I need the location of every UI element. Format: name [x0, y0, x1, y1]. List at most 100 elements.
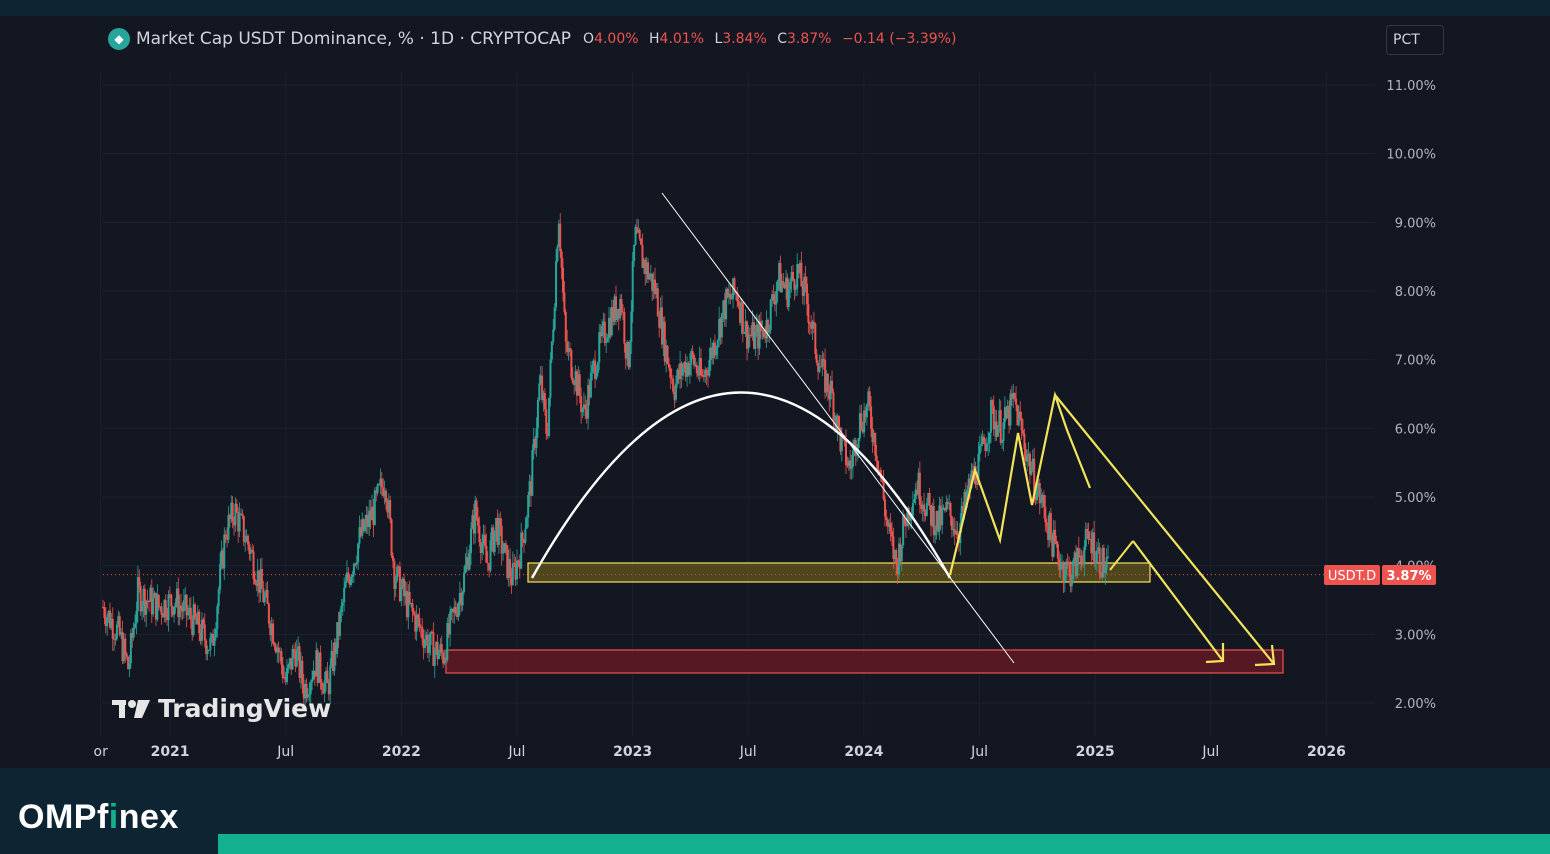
candles: [102, 213, 1110, 707]
candle-body: [881, 478, 884, 482]
candle-body: [1005, 407, 1008, 419]
candle-body: [1061, 562, 1064, 565]
candle-body: [117, 616, 120, 625]
candle-body: [1008, 405, 1011, 426]
candle-body: [1101, 548, 1104, 578]
candle-body: [488, 563, 491, 571]
candle-body: [930, 505, 933, 526]
candle-body: [340, 605, 343, 613]
candle-body: [457, 603, 460, 618]
candle-body: [482, 534, 485, 544]
candle-body: [1033, 458, 1036, 497]
candle-body: [818, 366, 821, 372]
candle-body: [570, 350, 573, 378]
candle-body: [372, 506, 375, 525]
candle-body: [649, 273, 652, 277]
candle-body: [867, 391, 870, 405]
candle-body: [942, 507, 945, 509]
candle-body: [1055, 541, 1058, 545]
candle-body: [839, 427, 842, 452]
candle-body: [302, 683, 305, 699]
candle-body: [350, 576, 353, 585]
x-tick-label: Jul: [508, 744, 526, 760]
candle-body: [761, 329, 764, 332]
candle-body: [507, 559, 510, 578]
candle-body: [200, 619, 203, 641]
candle-body: [234, 503, 237, 526]
candle-body: [1069, 564, 1072, 587]
candle-body: [801, 286, 804, 296]
candle-body: [587, 385, 590, 419]
tradingview-logo-icon: [112, 699, 150, 718]
candle-body: [591, 365, 594, 373]
candle-body: [481, 543, 484, 554]
candle-body: [295, 649, 298, 667]
candle-body: [660, 307, 663, 345]
candle-body: [849, 460, 852, 469]
candle-body: [336, 622, 339, 654]
candle-body: [755, 324, 758, 333]
candle-body: [206, 650, 209, 655]
candle-body: [911, 502, 914, 516]
candle-body: [814, 323, 817, 355]
candle-body: [150, 587, 153, 615]
candle-body: [740, 302, 743, 323]
candle-body: [368, 510, 371, 528]
candle-body: [803, 276, 806, 296]
candle-body: [286, 667, 289, 683]
candle-body: [125, 653, 128, 657]
candle-body: [577, 374, 580, 396]
y-tick-label: 3.00%: [1395, 628, 1436, 643]
candle-body: [614, 296, 617, 320]
candle-body: [246, 535, 249, 545]
candle-body: [906, 507, 909, 527]
candle-body: [713, 342, 716, 356]
candle-body: [348, 578, 351, 585]
candle-body: [1045, 522, 1048, 527]
candle-body: [709, 347, 712, 361]
candle-body: [634, 226, 637, 245]
candle-body: [311, 679, 314, 683]
candle-body: [270, 623, 273, 636]
candle-body: [673, 391, 676, 400]
candle-body: [694, 364, 697, 366]
candle-body: [829, 380, 832, 400]
candle-body: [475, 500, 478, 519]
candle-body: [978, 445, 981, 454]
candle-body: [115, 624, 118, 639]
candle-body: [687, 363, 690, 376]
x-tick-label: 2026: [1307, 744, 1346, 760]
candle-body: [265, 589, 268, 597]
candle-body: [988, 432, 991, 443]
candle-body: [145, 600, 148, 615]
candle-body: [606, 337, 609, 342]
candle-body: [996, 426, 999, 437]
candle-body: [405, 590, 408, 618]
candle-body: [884, 499, 887, 517]
candle-body: [970, 470, 973, 488]
candle-body: [716, 340, 719, 348]
candle-body: [210, 634, 213, 638]
candle-body: [899, 543, 902, 562]
pct-scale-button[interactable]: PCT: [1386, 25, 1444, 55]
x-tick-label: Jul: [739, 744, 757, 760]
candle-body: [203, 624, 206, 641]
candle-body: [701, 375, 704, 377]
candle-body: [503, 543, 506, 553]
candle-body: [936, 511, 939, 532]
candle-body: [733, 278, 736, 293]
candle-body: [585, 409, 588, 419]
candle-body: [138, 577, 141, 586]
candle-body: [792, 272, 795, 280]
candle-body: [654, 279, 657, 295]
candle-body: [433, 651, 436, 666]
candle-body: [628, 342, 631, 368]
candle-body: [864, 410, 867, 418]
candle-body: [1087, 531, 1090, 540]
candle-body: [797, 264, 800, 274]
candle-body: [417, 614, 420, 618]
candle-body: [648, 276, 651, 280]
candle-body: [771, 294, 774, 300]
candle-body: [182, 600, 185, 612]
